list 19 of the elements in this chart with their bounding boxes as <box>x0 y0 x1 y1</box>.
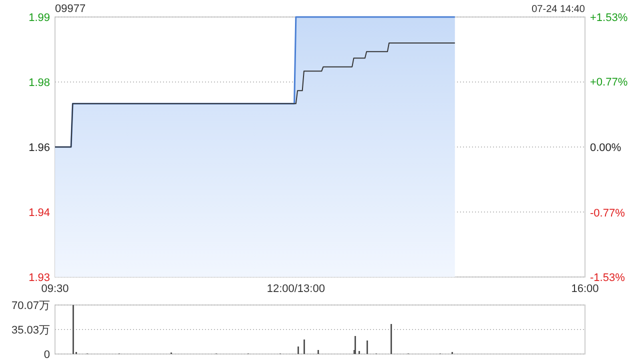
x-tick-label: 09:30 <box>41 283 69 295</box>
y-tick-label: 1.99 <box>28 12 50 24</box>
line-series <box>54 42 456 148</box>
y2-tick-label: 0.00% <box>590 142 622 154</box>
y2-tick-label: -1.53% <box>590 272 626 284</box>
chart-title: 09977 <box>55 3 86 15</box>
y-tick-label: 35.03万 <box>11 324 50 337</box>
y2-tick-label: +1.53% <box>590 12 628 24</box>
text: 07-24 14:40 <box>532 4 586 15</box>
x-tick-label: 12:00/13:00 <box>266 283 325 295</box>
y-tick-label: 1.94 <box>28 207 50 219</box>
y-tick-label: 1.96 <box>28 142 50 154</box>
y2-tick-label: -0.77% <box>590 207 626 220</box>
y-tick-label: 1.93 <box>28 272 50 284</box>
y2-tick-label: +0.77% <box>590 76 628 89</box>
y-tick-label: 0 <box>44 349 50 360</box>
y-tick-label: 70.07万 <box>11 300 50 312</box>
y-tick-label: 1.98 <box>28 77 50 89</box>
x-tick-label: 16:00 <box>571 283 599 295</box>
